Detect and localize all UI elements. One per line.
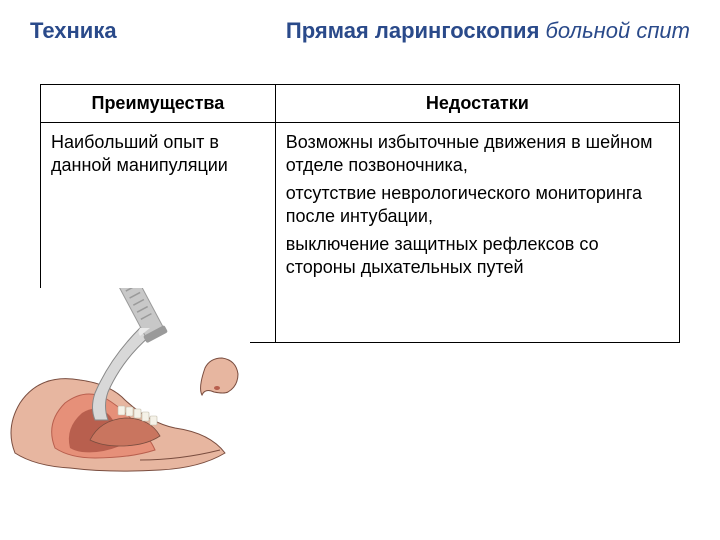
drawback-line-3: выключение защитных рефлексов со стороны… bbox=[286, 233, 669, 278]
col-advantages-header: Преимущества bbox=[41, 85, 276, 123]
cell-drawback: Возможны избыточные движения в шейном от… bbox=[275, 123, 679, 343]
advantage-text: Наибольший опыт в данной манипуляции bbox=[51, 131, 265, 176]
slide-header: Техника Прямая ларингоскопия больной спи… bbox=[0, 0, 720, 44]
col-drawbacks-header: Недостатки bbox=[275, 85, 679, 123]
laryngoscope-icon bbox=[0, 288, 250, 478]
table-header-row: Преимущества Недостатки bbox=[41, 85, 680, 123]
header-title-bold: Прямая ларингоскопия bbox=[286, 18, 540, 43]
drawback-line-2: отсутствие неврологического мониторинга … bbox=[286, 182, 669, 227]
laryngoscope-illustration bbox=[0, 288, 250, 478]
header-technique-label: Техника bbox=[30, 18, 220, 44]
header-title: Прямая ларингоскопия больной спит bbox=[220, 18, 690, 44]
drawback-line-1: Возможны избыточные движения в шейном от… bbox=[286, 131, 669, 176]
header-title-italic: больной спит bbox=[546, 18, 690, 43]
